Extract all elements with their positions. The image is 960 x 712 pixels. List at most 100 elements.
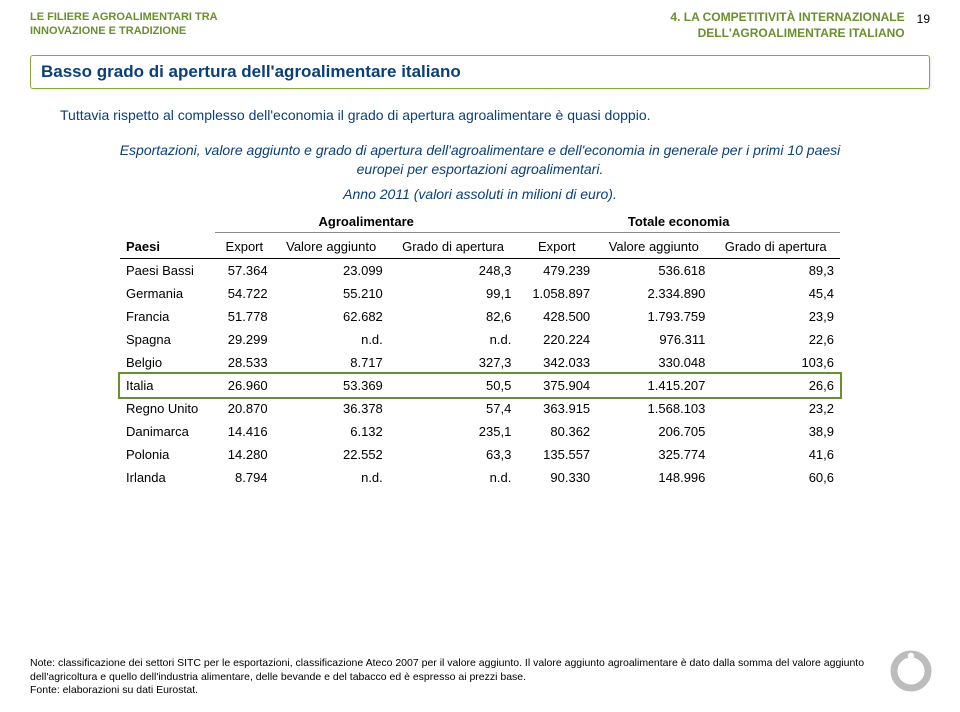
- table-cell: 26.960: [215, 374, 273, 397]
- col-paesi: Paesi: [120, 232, 215, 258]
- table-cell: 8.717: [274, 351, 389, 374]
- table-cell: 23,9: [711, 305, 840, 328]
- table-cell: 206.705: [596, 420, 711, 443]
- table-cell: 23,2: [711, 397, 840, 420]
- header-right-line1: 4. LA COMPETITIVITÀ INTERNAZIONALE: [670, 10, 904, 26]
- table-cell: 99,1: [389, 282, 518, 305]
- table-cell: Spagna: [120, 328, 215, 351]
- table-cell: 1.058.897: [517, 282, 596, 305]
- table-cell: 55.210: [274, 282, 389, 305]
- table-row: Belgio28.5338.717327,3342.033330.048103,…: [120, 351, 840, 374]
- table-cell: 62.682: [274, 305, 389, 328]
- table-cell: Paesi Bassi: [120, 258, 215, 282]
- title-box: Basso grado di apertura dell'agroaliment…: [30, 55, 930, 89]
- table-desc-line2: Anno 2011 (valori assoluti in milioni di…: [100, 185, 860, 204]
- table-cell: 45,4: [711, 282, 840, 305]
- table-cell: 375.904: [517, 374, 596, 397]
- table-cell: 14.416: [215, 420, 273, 443]
- table-body: Paesi Bassi57.36423.099248,3479.239536.6…: [120, 258, 840, 489]
- table-cell: 6.132: [274, 420, 389, 443]
- table-cell: 51.778: [215, 305, 273, 328]
- group-agro: Agroalimentare: [215, 210, 517, 233]
- table-cell: Regno Unito: [120, 397, 215, 420]
- table-cell: 103,6: [711, 351, 840, 374]
- table-cell: 80.362: [517, 420, 596, 443]
- table-row: Germania54.72255.21099,11.058.8972.334.8…: [120, 282, 840, 305]
- table-cell: 148.996: [596, 466, 711, 489]
- col-va2: Valore aggiunto: [596, 232, 711, 258]
- table-cell: Germania: [120, 282, 215, 305]
- col-blank: [120, 210, 215, 233]
- table-cell: 976.311: [596, 328, 711, 351]
- table-header-row: Paesi Export Valore aggiunto Grado di ap…: [120, 232, 840, 258]
- header-right-wrap: 4. LA COMPETITIVITÀ INTERNAZIONALE DELL'…: [670, 10, 930, 41]
- table-cell: Francia: [120, 305, 215, 328]
- table-cell: 325.774: [596, 443, 711, 466]
- table-row: Spagna29.299n.d.n.d.220.224976.31122,6: [120, 328, 840, 351]
- footer-logo-icon: [890, 650, 932, 692]
- table-cell: Danimarca: [120, 420, 215, 443]
- table-row: Italia26.96053.36950,5375.9041.415.20726…: [120, 374, 840, 397]
- table-cell: 22.552: [274, 443, 389, 466]
- header-left-line2: INNOVAZIONE E TRADIZIONE: [30, 24, 218, 38]
- table-cell: 60,6: [711, 466, 840, 489]
- table-row: Danimarca14.4166.132235,180.362206.70538…: [120, 420, 840, 443]
- table-cell: Polonia: [120, 443, 215, 466]
- table-row: Polonia14.28022.55263,3135.557325.77441,…: [120, 443, 840, 466]
- table-cell: 36.378: [274, 397, 389, 420]
- header-right-block: 4. LA COMPETITIVITÀ INTERNAZIONALE DELL'…: [670, 10, 904, 41]
- table-cell: 14.280: [215, 443, 273, 466]
- table-cell: Italia: [120, 374, 215, 397]
- table-cell: 1.568.103: [596, 397, 711, 420]
- body-block: Tuttavia rispetto al complesso dell'econ…: [0, 107, 960, 489]
- table-cell: n.d.: [274, 466, 389, 489]
- table-cell: Belgio: [120, 351, 215, 374]
- header-left-line1: LE FILIERE AGROALIMENTARI TRA: [30, 10, 218, 24]
- table-cell: 53.369: [274, 374, 389, 397]
- table-cell: 8.794: [215, 466, 273, 489]
- table-desc-line1: Esportazioni, valore aggiunto e grado di…: [100, 141, 860, 179]
- table-cell: 342.033: [517, 351, 596, 374]
- table-cell: 63,3: [389, 443, 518, 466]
- table-cell: Irlanda: [120, 466, 215, 489]
- table-cell: 38,9: [711, 420, 840, 443]
- table-cell: n.d.: [274, 328, 389, 351]
- table-cell: 536.618: [596, 258, 711, 282]
- col-ga2: Grado di apertura: [711, 232, 840, 258]
- table-row: Irlanda8.794n.d.n.d.90.330148.99660,6: [120, 466, 840, 489]
- table-row: Regno Unito20.87036.37857,4363.9151.568.…: [120, 397, 840, 420]
- table-cell: 1.415.207: [596, 374, 711, 397]
- table-cell: 82,6: [389, 305, 518, 328]
- page-header: LE FILIERE AGROALIMENTARI TRA INNOVAZION…: [0, 0, 960, 45]
- table-cell: 26,6: [711, 374, 840, 397]
- group-total: Totale economia: [517, 210, 840, 233]
- table-row: Francia51.77862.68282,6428.5001.793.7592…: [120, 305, 840, 328]
- table-cell: 135.557: [517, 443, 596, 466]
- table-cell: 248,3: [389, 258, 518, 282]
- col-ga1: Grado di apertura: [389, 232, 518, 258]
- intro-text: Tuttavia rispetto al complesso dell'econ…: [60, 107, 900, 123]
- table-row: Paesi Bassi57.36423.099248,3479.239536.6…: [120, 258, 840, 282]
- page-title: Basso grado di apertura dell'agroaliment…: [41, 62, 461, 81]
- data-table: Agroalimentare Totale economia Paesi Exp…: [120, 210, 840, 489]
- col-export1: Export: [215, 232, 273, 258]
- note-line2: Fonte: elaborazioni su dati Eurostat.: [30, 684, 198, 696]
- table-cell: 428.500: [517, 305, 596, 328]
- table-group-row: Agroalimentare Totale economia: [120, 210, 840, 233]
- col-va1: Valore aggiunto: [274, 232, 389, 258]
- header-right-line2: DELL'AGROALIMENTARE ITALIANO: [670, 26, 904, 42]
- table-cell: 89,3: [711, 258, 840, 282]
- footer-notes: Note: classificazione dei settori SITC p…: [30, 657, 870, 698]
- note-line1: Note: classificazione dei settori SITC p…: [30, 657, 864, 683]
- table-cell: 2.334.890: [596, 282, 711, 305]
- table-cell: 90.330: [517, 466, 596, 489]
- table-cell: 54.722: [215, 282, 273, 305]
- table-cell: 479.239: [517, 258, 596, 282]
- header-left-block: LE FILIERE AGROALIMENTARI TRA INNOVAZION…: [30, 10, 218, 39]
- table-cell: n.d.: [389, 328, 518, 351]
- page-number: 19: [917, 10, 930, 26]
- table-cell: 23.099: [274, 258, 389, 282]
- table-cell: 20.870: [215, 397, 273, 420]
- table-cell: n.d.: [389, 466, 518, 489]
- table-cell: 28.533: [215, 351, 273, 374]
